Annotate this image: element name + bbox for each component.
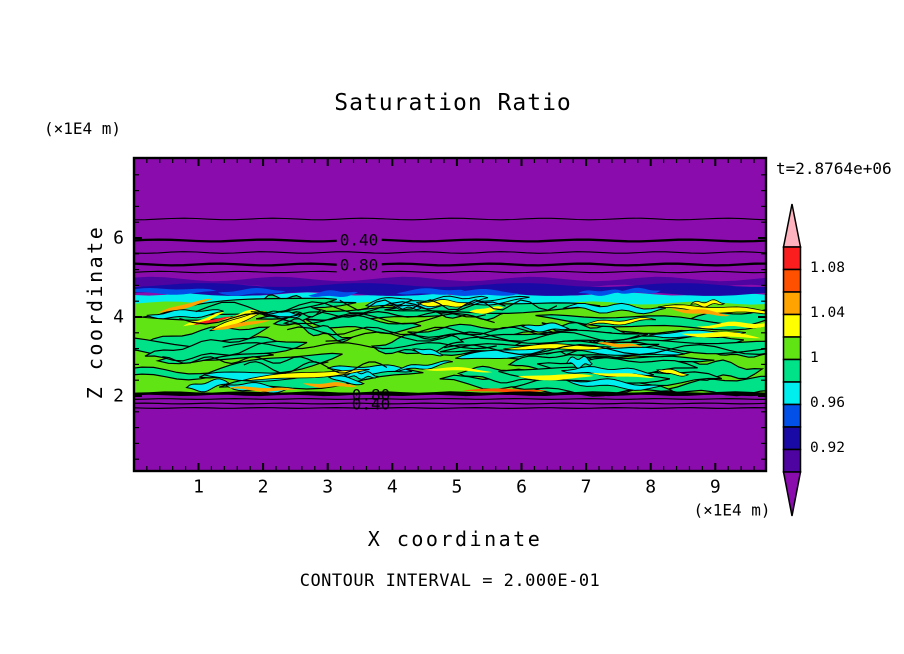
plot-frame (132, 156, 768, 473)
contour-label-080-upper: 0.80 (336, 255, 382, 275)
axis-ticks (134, 158, 766, 471)
saturated-layer-texture (134, 276, 766, 397)
x-tick-label-3: 3 (322, 476, 334, 498)
x-tick-label-4: 4 (386, 476, 398, 498)
colorbar-tick-label-1.08: 1.08 (810, 260, 845, 276)
x-tick-label-1: 1 (193, 476, 204, 498)
colorbar-tick-label-1.04: 1.04 (810, 305, 845, 321)
x-axis-label: X coordinate (367, 527, 543, 551)
x-tick-label-7: 7 (580, 476, 592, 498)
y-tick-label-2: 2 (113, 385, 124, 407)
contour-interval-note: CONTOUR INTERVAL = 2.000E-01 (299, 571, 601, 591)
x-tick-label-6: 6 (516, 476, 527, 498)
colorbar-tick-label-1: 1 (810, 350, 819, 366)
x-tick-label-5: 5 (451, 476, 463, 498)
contour-lines (134, 217, 766, 410)
colorbar-tick-label-0.96: 0.96 (810, 395, 845, 411)
timestamp: t=2.8764e+06 (776, 159, 892, 178)
x-tick-label-8: 8 (645, 476, 657, 498)
y-tick-label-6: 6 (113, 227, 124, 249)
x-tick-label-9: 9 (709, 476, 721, 498)
colorbar-tick-label-0.92: 0.92 (810, 440, 845, 456)
x-tick-label-2: 2 (257, 476, 269, 498)
contour-label-040-lower: 0.40 (351, 394, 391, 414)
chart-title: Saturation Ratio (334, 90, 572, 116)
contour-label-040-upper: 0.40 (336, 230, 382, 250)
x-axis-unit: (×1E4 m) (693, 500, 771, 520)
y-axis-unit: (×1E4 m) (44, 119, 122, 138)
y-tick-label-4: 4 (113, 306, 124, 328)
contour-label-080-lower: 0.80 (351, 385, 391, 405)
colorbar (782, 203, 802, 517)
